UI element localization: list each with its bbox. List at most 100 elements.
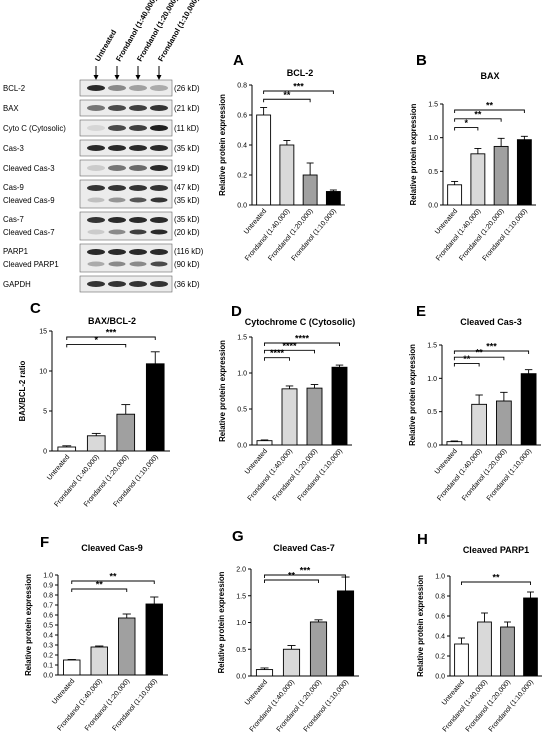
bar (500, 626, 515, 677)
blot-band (108, 85, 126, 91)
significance-bracket (66, 343, 127, 348)
significance-label: *** (106, 328, 117, 338)
significance-label: ** (486, 101, 494, 111)
y-tick-label: 0.0 (427, 443, 437, 450)
y-tick-label: 0.4 (435, 634, 445, 641)
y-tick-label: 10 (39, 369, 47, 376)
y-tick-label: 0.6 (435, 614, 445, 621)
significance-bracket (461, 581, 531, 585)
y-tick-label: 0.8 (435, 594, 445, 601)
blot-band (129, 261, 147, 267)
blot-row-label: Cleaved Cas-7 (3, 228, 55, 237)
blot-band (129, 185, 147, 191)
blot-strip (79, 211, 173, 241)
bar (63, 659, 81, 676)
bar (331, 366, 348, 446)
significance-bracket (453, 350, 530, 354)
blot-band (108, 217, 126, 223)
blot-row-label: GAPDH (3, 280, 31, 289)
significance-label: **** (270, 348, 285, 358)
x-tick-label: Frondanol (1:40,000) (436, 448, 483, 503)
blot-row: Cyto C (Cytosolic) (11 kD) (3, 119, 199, 137)
blot-kd-label: (21 kD) (174, 104, 200, 113)
bar (145, 363, 165, 452)
y-tick-label: 5 (43, 409, 47, 416)
significance-label: *** (300, 566, 311, 576)
panel-letter: C (30, 300, 41, 317)
x-tick-label: Untreated (243, 208, 268, 236)
bar (145, 603, 163, 676)
y-tick-label: 1.5 (237, 335, 247, 342)
panel-letter: A (233, 52, 244, 69)
blot-row-label: Cas-3 (3, 144, 24, 153)
blot-band (150, 145, 168, 151)
y-tick-label: 0.0 (435, 674, 445, 681)
bar (454, 643, 469, 677)
x-tick-label: Untreated (441, 679, 466, 707)
blot-band (108, 229, 126, 235)
y-tick-label: 0.5 (237, 407, 247, 414)
blot-band (87, 85, 105, 91)
significance-bracket (454, 118, 502, 122)
significance-label: ** (463, 354, 471, 364)
blot-row-label: Cleaved PARP1 (3, 260, 59, 269)
significance-label: ** (474, 109, 482, 119)
bar (256, 440, 273, 446)
significance-bracket (263, 98, 311, 103)
y-tick-label: 0.6 (43, 613, 53, 620)
significance-label: ** (492, 573, 500, 583)
significance-bracket (264, 349, 315, 354)
significance-label: ** (96, 580, 104, 590)
y-tick-label: 0 (43, 449, 47, 456)
blot-kd-label: (35 kD) (174, 144, 200, 153)
chart-title: BCL-2 (287, 68, 314, 78)
y-tick-label: 0.2 (237, 173, 247, 180)
bar (256, 114, 272, 206)
blot-band (108, 249, 126, 255)
blot-row-label: Cas-7 (3, 215, 24, 224)
bar (118, 617, 136, 676)
bar (302, 174, 318, 206)
x-tick-label: Frondanol (1:20,000) (458, 208, 505, 263)
blot-kd-label: (35 kD) (174, 215, 200, 224)
y-tick-label: 0.5 (236, 647, 246, 654)
y-tick-label: 1.0 (237, 371, 247, 378)
blot-band (108, 185, 126, 191)
bar (470, 153, 486, 206)
bar (336, 590, 355, 677)
x-tick-label: Frondanol (1:20,000) (267, 208, 314, 263)
bar (447, 184, 463, 206)
significance-bracket (263, 90, 334, 94)
blot-row: Cleaved Cas-3 (19 kD) (3, 159, 200, 177)
blot-lane-arrowhead (156, 75, 162, 80)
y-tick-label: 1.5 (428, 102, 438, 109)
blot-row: Cas-3 (35 kD) (3, 139, 200, 157)
blot-band (87, 185, 105, 191)
significance-bracket (453, 362, 480, 367)
bar (255, 669, 274, 677)
significance-bracket (264, 357, 290, 361)
blot-band (129, 145, 147, 151)
chart-panel-b: B BAX 0.0 0.5 1.0 1.5 Relative protein express… (409, 52, 536, 262)
y-tick-label: 1.5 (236, 593, 246, 600)
y-axis-label: Relative protein expression (24, 574, 33, 676)
chart-panel-h: H Cleaved PARP1 0.0 0.2 0.4 0.6 0.8 1.0 Relative… (416, 531, 542, 733)
blot-band (87, 197, 105, 203)
blot-band (108, 261, 126, 267)
bar (281, 388, 298, 446)
panel-letter: F (40, 534, 49, 551)
x-tick-label: Frondanol (1:20,000) (465, 679, 512, 734)
significance-label: **** (282, 341, 297, 351)
bar (446, 441, 463, 446)
bar (57, 446, 77, 452)
blot-band (87, 217, 105, 223)
significance-bracket (264, 579, 319, 583)
y-tick-label: 0.1 (43, 663, 53, 670)
x-tick-label: Untreated (434, 448, 459, 476)
blot-row-label: Cyto C (Cytosolic) (3, 124, 66, 133)
y-axis-label: Relative protein expression (218, 94, 227, 196)
y-tick-label: 0.5 (427, 409, 437, 416)
